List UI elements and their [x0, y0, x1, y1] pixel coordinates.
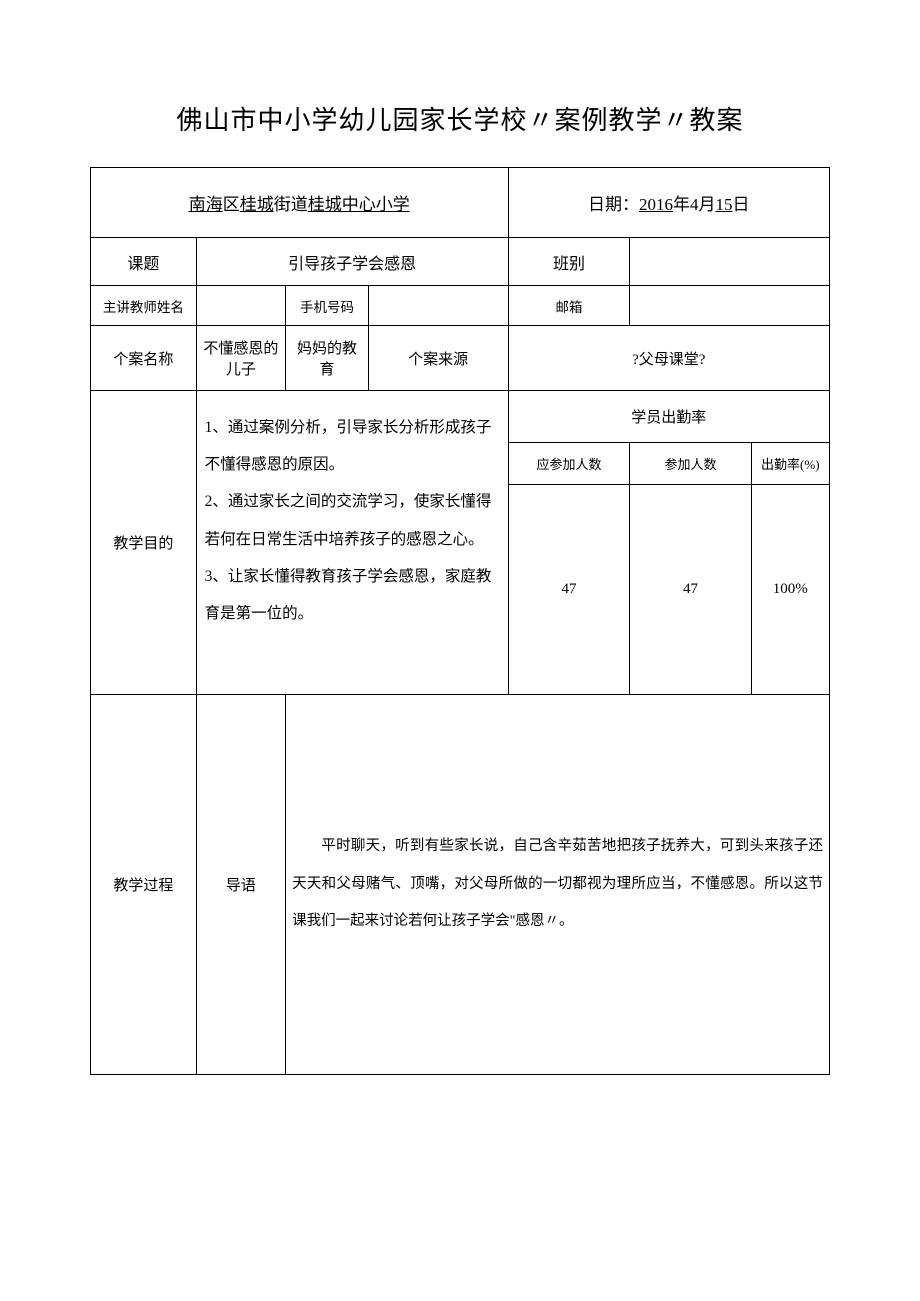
- topic-label: 课题: [91, 238, 197, 286]
- phone-label: 手机号码: [286, 286, 369, 326]
- header-row: 南海区桂城街道桂城中心小学 日期：2016年4月15日: [91, 168, 830, 238]
- lesson-plan-table: 南海区桂城街道桂城中心小学 日期：2016年4月15日 课题 引导孩子学会感恩 …: [90, 167, 830, 1075]
- year-suffix: 年: [673, 195, 690, 214]
- district-suffix: 区: [223, 195, 240, 214]
- school-name: 桂城中心小学: [308, 195, 410, 214]
- rate-value: 100%: [751, 485, 829, 695]
- date-cell: 日期：2016年4月15日: [508, 168, 830, 238]
- teacher-name: [196, 286, 285, 326]
- teacher-label: 主讲教师姓名: [91, 286, 197, 326]
- class-label: 班别: [508, 238, 630, 286]
- school-district: 南海: [189, 195, 223, 214]
- purpose-label: 教学目的: [91, 391, 197, 695]
- topic-value: 引导孩子学会感恩: [196, 238, 508, 286]
- expected-label: 应参加人数: [508, 443, 630, 485]
- case-row: 个案名称 不懂感恩的儿子 妈妈的教育 个案来源 ?父母课堂?: [91, 326, 830, 391]
- month-suffix: 月: [699, 195, 716, 214]
- email-label: 邮箱: [508, 286, 630, 326]
- expected-value: 47: [508, 485, 630, 695]
- date-year: 2016: [639, 195, 673, 214]
- day-suffix: 日: [733, 195, 750, 214]
- case-label: 个案名称: [91, 326, 197, 391]
- email-value: [630, 286, 830, 326]
- case-name2: 妈妈的教育: [286, 326, 369, 391]
- topic-row: 课题 引导孩子学会感恩 班别: [91, 238, 830, 286]
- date-month: 4: [690, 195, 699, 214]
- case-source-label: 个案来源: [368, 326, 508, 391]
- phone-value: [368, 286, 508, 326]
- case-source: ?父母课堂?: [508, 326, 830, 391]
- school-street: 桂城: [240, 195, 274, 214]
- process-text: 平时聊天，听到有些家长说，自己含辛茹苦地把孩子抚养大，可到头来孩子还天天和父母赌…: [286, 695, 830, 1075]
- actual-label: 参加人数: [630, 443, 751, 485]
- class-value: [630, 238, 830, 286]
- purpose-header-row: 教学目的 1、通过案例分析，引导家长分析形成孩子不懂得感恩的原因。2、通过家长之…: [91, 391, 830, 443]
- date-label: 日期：: [588, 195, 639, 214]
- rate-label: 出勤率(%): [751, 443, 829, 485]
- actual-value: 47: [630, 485, 751, 695]
- purpose-text: 1、通过案例分析，引导家长分析形成孩子不懂得感恩的原因。2、通过家长之间的交流学…: [196, 391, 508, 695]
- process-row: 教学过程 导语 平时聊天，听到有些家长说，自己含辛茹苦地把孩子抚养大，可到头来孩…: [91, 695, 830, 1075]
- process-label: 教学过程: [91, 695, 197, 1075]
- school-cell: 南海区桂城街道桂城中心小学: [91, 168, 509, 238]
- case-name1: 不懂感恩的儿子: [196, 326, 285, 391]
- attendance-label: 学员出勤率: [508, 391, 830, 443]
- date-day: 15: [716, 195, 733, 214]
- process-section-label: 导语: [196, 695, 285, 1075]
- street-suffix: 街道: [274, 195, 308, 214]
- teacher-row: 主讲教师姓名 手机号码 邮箱: [91, 286, 830, 326]
- page-title: 佛山市中小学幼儿园家长学校〃案例教学〃教案: [90, 100, 830, 137]
